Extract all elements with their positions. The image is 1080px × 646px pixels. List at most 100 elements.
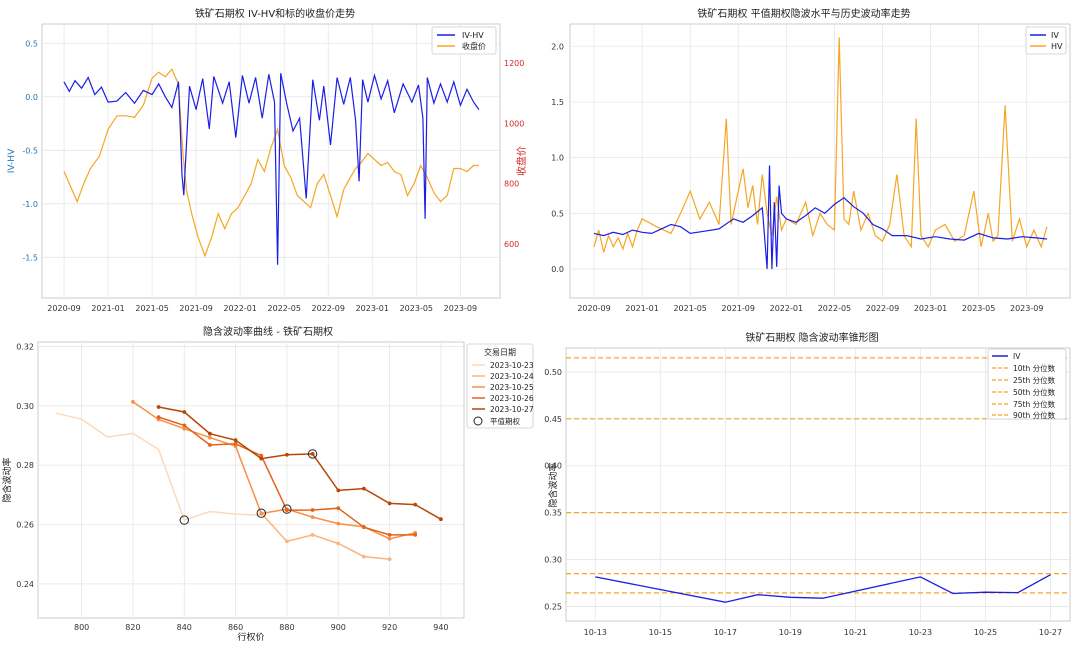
- legend-label-q75: 75th 分位数: [1013, 399, 1056, 409]
- x-tick-label: 2021-01: [625, 304, 658, 313]
- x-tick-label: 860: [228, 623, 243, 632]
- x-tick-label: 2021-09: [179, 304, 212, 313]
- data-point: [336, 506, 341, 511]
- data-point: [156, 405, 161, 409]
- series-line-iv: [593, 165, 1047, 270]
- y-tick-label: 2.0: [551, 42, 564, 51]
- y-tick-label: 1.5: [551, 98, 564, 107]
- y-axis-left: 0.5 0.0 -0.5 -1.0 -1.5: [22, 39, 38, 262]
- x-tick-label: 2023-05: [962, 304, 995, 313]
- data-point: [182, 426, 187, 431]
- x-axis: 2020-09 2021-01 2021-05 2021-09 2022-01 2022-…: [577, 304, 1043, 313]
- data-point: [387, 557, 392, 562]
- legend: IV HV: [1025, 26, 1067, 55]
- legend-title: 交易日期: [484, 347, 516, 357]
- chart-title: 铁矿石期权 IV-HV和标的收盘价走势: [195, 7, 355, 20]
- y2-tick-label: 1000: [504, 119, 524, 128]
- data-point: [336, 488, 341, 493]
- x-tick-label: 2022-01: [223, 304, 256, 313]
- data-point: [387, 533, 392, 537]
- x-tick-label: 2021-01: [91, 304, 124, 313]
- data-point: [208, 435, 212, 440]
- x-tick-label: 10-25: [974, 628, 997, 637]
- data-point: [362, 486, 366, 491]
- series-lines: [55, 400, 443, 562]
- x-tick-label: 840: [177, 623, 192, 632]
- data-point: [285, 508, 289, 513]
- series-line-iv: [595, 574, 1051, 603]
- x-tick-label: 2023-09: [444, 304, 477, 313]
- legend-box: [987, 348, 1067, 420]
- legend-label-close: 收盘价: [462, 41, 486, 51]
- legend: IV-HV 收盘价: [431, 26, 497, 55]
- series-line-2023-10-24: [260, 512, 390, 560]
- panel-iv-hv-close: 铁矿石期权 IV-HV和标的收盘价走势 2020-09 2021-01 2021-0…: [7, 7, 528, 313]
- data-point: [387, 536, 392, 541]
- x-tick-label: 820: [125, 623, 140, 632]
- data-point: [208, 443, 212, 447]
- legend-label-hv: HV: [1051, 42, 1063, 51]
- legend-label-q50: 50th 分位数: [1013, 387, 1056, 397]
- x-tick-label: 2021-05: [135, 304, 168, 313]
- plot-area: [569, 23, 1071, 299]
- x-tick-label: 10-21: [844, 628, 867, 637]
- legend: IV 10th 分位数 25th 分位数 50th 分位数 75th 分位数 9…: [987, 348, 1067, 420]
- chart-title: 铁矿石期权 隐含波动率锥形图: [745, 331, 878, 344]
- y-tick-label: 1.0: [551, 154, 564, 163]
- data-point: [310, 508, 315, 512]
- legend-label-iv: IV: [1013, 352, 1021, 361]
- y-tick-label: 0.24: [16, 580, 34, 589]
- panel-iv-cone: 铁矿石期权 隐含波动率锥形图 10-13 10-15 10-17 10-19 10-21…: [544, 331, 1071, 637]
- x-tick-label: 2022-05: [267, 304, 300, 313]
- x-tick-label: 10-19: [779, 628, 802, 637]
- x-axis: 10-13 10-15 10-17 10-19 10-21 10-23 10-25 10-27: [584, 628, 1062, 637]
- x-tick-label: 2023-01: [356, 304, 389, 313]
- atm-marker: [256, 508, 266, 518]
- series-line-hv: [593, 37, 1048, 253]
- x-tick-label: 2020-09: [47, 304, 80, 313]
- y-tick-label: 0.35: [544, 509, 562, 518]
- y-tick-label: 0.0: [551, 265, 564, 274]
- panel-iv-smile: 隐含波动率曲线 - 铁矿石期权 800 820 840 860 880 900 920 940…: [1, 325, 534, 643]
- x-tick-label: 10-17: [714, 628, 737, 637]
- series-line-close: [63, 68, 479, 258]
- y-tick-label: 0.5: [551, 209, 564, 218]
- y-axis-label: 隐含波动率: [547, 462, 559, 507]
- panel-iv-hv-trend: 铁矿石期权 平值期权隐波水平与历史波动率走势 2020-09 2021-01 202…: [551, 7, 1071, 313]
- series-line-2023-10-27: [158, 406, 442, 520]
- x-tick-label: 900: [331, 623, 346, 632]
- legend-label-q90: 90th 分位数: [1013, 410, 1056, 420]
- x-tick-label: 10-27: [1039, 628, 1062, 637]
- x-tick-label: 10-23: [909, 628, 932, 637]
- legend: 交易日期 2023-10-23 2023-10-24 2023-10-25 20…: [466, 343, 534, 429]
- y-axis: 0.25 0.30 0.35 0.40 0.45 0.50: [544, 368, 562, 612]
- data-point: [156, 415, 161, 419]
- legend-label-1025: 2023-10-25: [490, 383, 534, 392]
- x-tick-label: 2022-05: [818, 304, 851, 313]
- data-point: [413, 502, 418, 507]
- y-tick-label: 0.50: [544, 368, 562, 377]
- y-tick-label: 0.30: [544, 556, 562, 565]
- y-tick-label: -1.0: [22, 200, 38, 209]
- y-tick-label: 0.0: [25, 93, 38, 102]
- data-point: [259, 456, 264, 461]
- x-tick-label: 2023-09: [1010, 304, 1043, 313]
- legend-box: [1025, 26, 1067, 55]
- y-tick-label: -1.5: [22, 253, 38, 262]
- series-lines: [63, 68, 480, 265]
- x-tick-label: 2023-05: [400, 304, 433, 313]
- series-line-iv-hv: [63, 73, 480, 265]
- legend-label-1023: 2023-10-23: [490, 361, 534, 370]
- data-point: [285, 452, 289, 457]
- x-tick-label: 2022-09: [312, 304, 345, 313]
- y-tick-label: 0.28: [16, 461, 34, 470]
- data-point: [233, 438, 238, 443]
- data-point: [208, 431, 212, 436]
- y-tick-label: 0.30: [16, 402, 34, 411]
- x-tick-label: 800: [74, 623, 89, 632]
- data-point: [336, 521, 341, 526]
- atm-markers: [179, 449, 318, 525]
- plot-area: [37, 341, 465, 619]
- y2-tick-label: 600: [504, 240, 519, 249]
